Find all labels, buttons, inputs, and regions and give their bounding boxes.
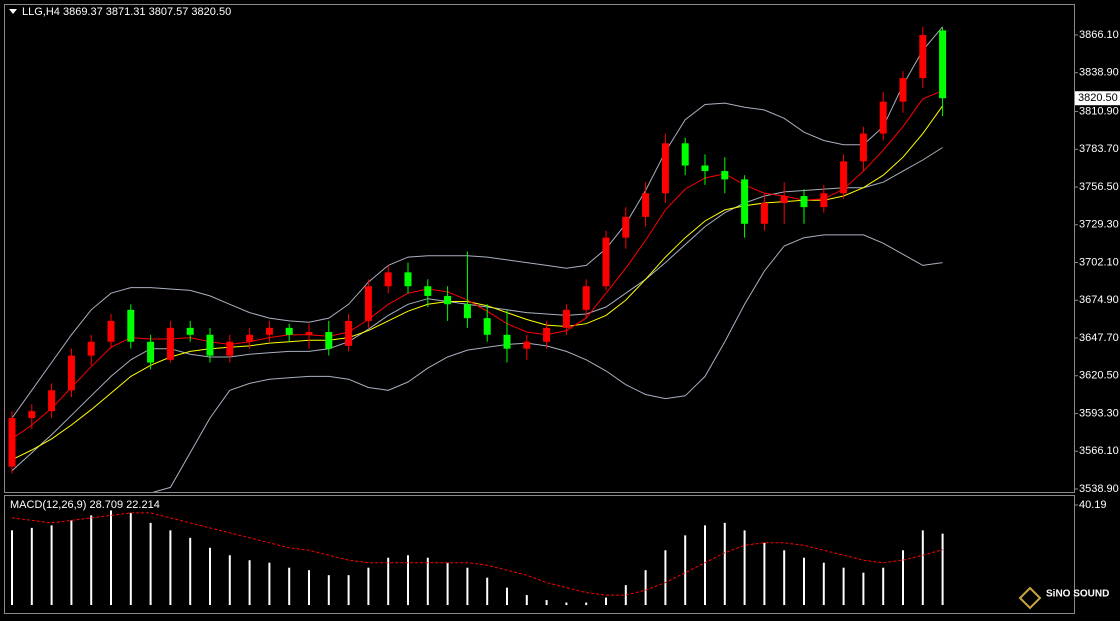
candle-body: [503, 334, 511, 349]
candle-body: [840, 161, 848, 194]
candle-body: [67, 355, 75, 391]
candle-body: [701, 165, 709, 172]
candle-body: [523, 341, 531, 349]
candle-body: [107, 320, 115, 342]
candle-body: [879, 101, 887, 134]
last-price-box: [1075, 91, 1120, 106]
y-tick-label: 3674.90: [1079, 294, 1119, 306]
candle-body: [543, 327, 551, 342]
candle-body: [780, 196, 788, 203]
y-tick-label: 3620.50: [1079, 370, 1119, 382]
candle-body: [404, 272, 412, 287]
y-tick-label: 3647.70: [1079, 332, 1119, 344]
candle-body: [463, 304, 471, 319]
y-tick-label: 40.19: [1079, 499, 1107, 511]
candle-body: [345, 320, 353, 346]
candle-body: [265, 327, 273, 335]
y-tick-label: 3702.10: [1079, 256, 1119, 268]
candle-body: [622, 216, 630, 238]
candle-body: [285, 327, 293, 335]
candle-body: [48, 390, 56, 412]
candle-body: [899, 78, 907, 102]
candle-body: [206, 334, 214, 356]
candle-body: [28, 411, 36, 419]
candle-body: [760, 202, 768, 224]
candle-body: [147, 341, 155, 363]
y-tick-label: 3566.10: [1079, 445, 1119, 457]
candle-body: [562, 309, 570, 328]
candle-body: [384, 272, 392, 287]
candle-body: [859, 133, 867, 162]
candle-body: [721, 171, 729, 180]
collapse-arrow: [9, 9, 17, 14]
watermark: SiNO SOUND: [1018, 586, 1109, 610]
y-tick-label: 3810.90: [1079, 105, 1119, 117]
candle-body: [8, 418, 16, 467]
candle-body: [226, 341, 234, 356]
candle-body: [741, 179, 749, 224]
candle-body: [582, 286, 590, 310]
axes: 3866.10 3838.90 3810.90 3783.70 3756.50 3729.…: [10, 29, 1120, 511]
candle-body: [800, 196, 808, 208]
candle-body: [681, 143, 689, 166]
macd-plot: [11, 510, 944, 606]
candle-body: [166, 327, 174, 360]
candle-body: [919, 35, 927, 79]
candle-body: [444, 295, 452, 305]
candle-body: [87, 341, 95, 356]
y-tick-label: 3866.10: [1079, 29, 1119, 41]
price-plot: [8, 26, 947, 492]
candle-body: [186, 327, 194, 335]
candle-body: [602, 237, 610, 287]
candle-body: [127, 309, 135, 342]
y-tick-label: 3783.70: [1079, 143, 1119, 155]
y-tick-label: 3756.50: [1079, 181, 1119, 193]
y-tick-label: 3593.30: [1079, 407, 1119, 419]
macd-panel: [4, 495, 1075, 614]
candle-body: [364, 286, 372, 321]
y-tick-label: 3729.30: [1079, 219, 1119, 231]
price-panel: [4, 4, 1075, 493]
candle-body: [483, 318, 491, 335]
y-tick-label: 3838.90: [1079, 67, 1119, 79]
indicator-line: [152, 234, 943, 492]
candle-body: [939, 30, 947, 99]
candle-body: [325, 332, 333, 349]
candle-body: [305, 332, 313, 335]
candle-body: [424, 286, 432, 296]
y-tick-label: 3538.90: [1079, 483, 1119, 495]
candle-body: [246, 334, 254, 342]
signal-line: [11, 512, 943, 596]
candle-body: [820, 193, 828, 208]
candle-body: [642, 193, 650, 217]
indicator-line: [11, 26, 943, 419]
watermark-text: SiNO SOUND: [1046, 589, 1109, 600]
candle-body: [661, 143, 669, 194]
logo: [1018, 586, 1042, 610]
header: LLG,H4 3869.37 3871.31 3807.57 3820.50: [22, 6, 231, 18]
last-price-label: 3820.50: [1078, 92, 1118, 104]
macd-title: MACD(12,26,9) 28.709 22.214: [10, 499, 160, 511]
